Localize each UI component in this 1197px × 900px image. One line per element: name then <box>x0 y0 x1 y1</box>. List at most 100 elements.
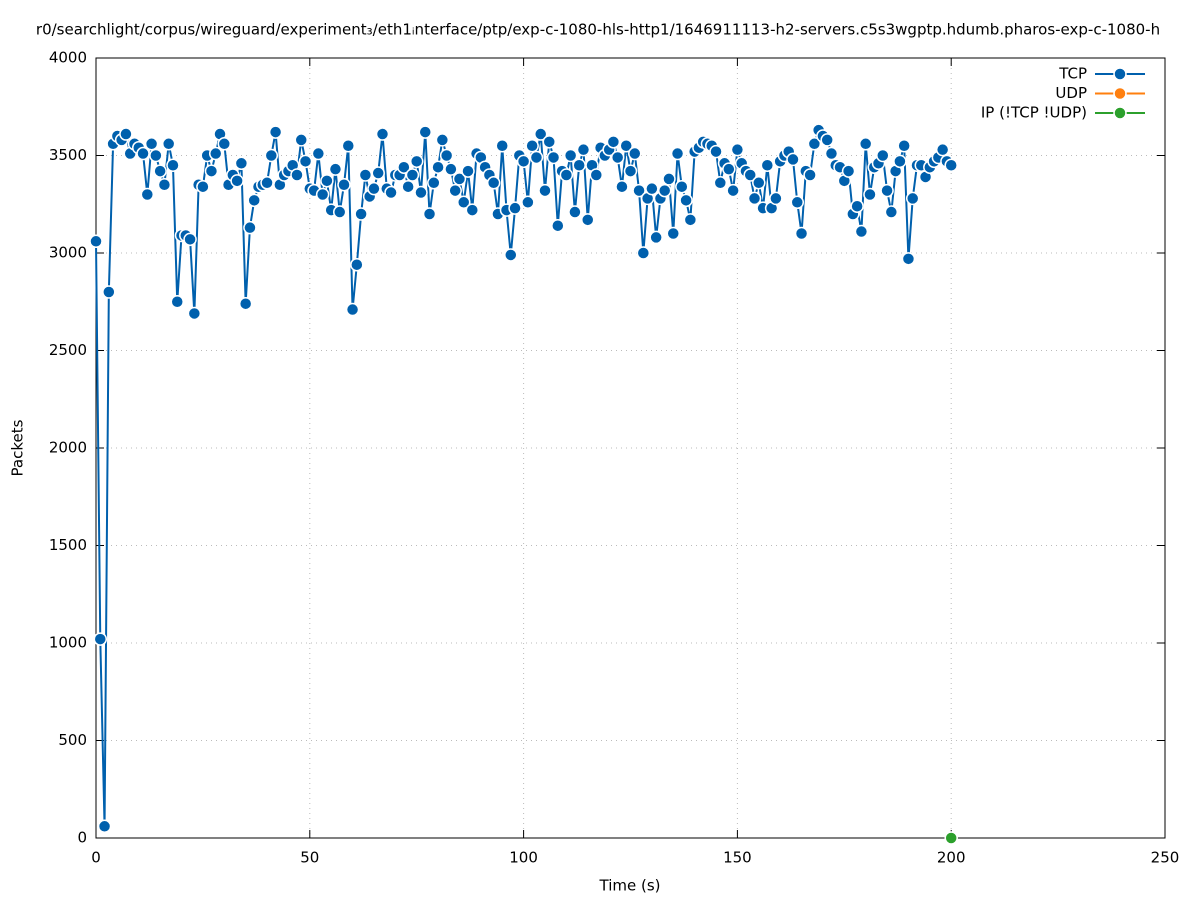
data-point <box>713 176 728 190</box>
data-point <box>418 125 433 139</box>
data-point <box>375 127 390 141</box>
data-point <box>606 135 621 149</box>
data-point <box>935 142 950 157</box>
data-point <box>332 205 347 219</box>
data-point <box>752 176 766 190</box>
data-point <box>183 232 197 247</box>
data-point <box>328 162 343 176</box>
data-point <box>897 139 911 153</box>
data-point <box>820 133 834 147</box>
data-point <box>854 224 869 239</box>
data-point <box>884 205 899 219</box>
x-tick-label: 250 <box>1151 849 1180 867</box>
data-point <box>298 154 313 169</box>
y-tick-label: 1000 <box>49 634 87 652</box>
data-point <box>234 156 249 171</box>
data-point <box>414 185 428 200</box>
data-point <box>743 168 757 182</box>
data-point <box>311 146 326 161</box>
y-tick-label: 0 <box>77 829 87 847</box>
data-point <box>341 139 356 153</box>
data-point <box>893 154 907 169</box>
data-point <box>170 295 184 309</box>
data-point <box>208 146 223 161</box>
data-point <box>260 176 274 190</box>
data-point <box>824 146 839 161</box>
data-point <box>153 164 167 178</box>
data-point <box>863 187 877 202</box>
data-point <box>238 296 253 311</box>
data-point <box>243 220 257 235</box>
data-point <box>320 174 334 188</box>
data-point <box>217 137 232 151</box>
data-point <box>858 137 873 151</box>
data-point <box>461 164 475 178</box>
data-point <box>315 187 330 202</box>
legend-label: UDP <box>1055 84 1087 102</box>
data-point <box>944 158 958 172</box>
legend-marker <box>1113 67 1127 81</box>
data-point <box>294 133 308 147</box>
data-point <box>944 831 958 845</box>
data-point <box>435 133 450 147</box>
y-tick-label: 500 <box>58 731 87 749</box>
data-point <box>427 176 441 190</box>
data-point <box>486 176 501 190</box>
data-point <box>268 125 283 139</box>
data-point <box>747 191 762 206</box>
data-point <box>337 178 351 192</box>
data-point <box>401 179 415 194</box>
y-axis-label: Packets <box>9 419 27 476</box>
data-point <box>580 213 595 227</box>
data-point <box>439 148 454 163</box>
data-point <box>405 168 420 182</box>
data-point <box>576 142 591 157</box>
data-point <box>196 179 210 194</box>
data-point <box>521 195 535 210</box>
data-point <box>623 164 638 178</box>
data-point <box>136 146 150 161</box>
data-point <box>264 148 279 163</box>
data-point <box>850 199 864 213</box>
data-point <box>102 285 116 299</box>
data-point <box>589 168 604 182</box>
legend-marker <box>1113 86 1127 101</box>
data-point <box>619 139 633 153</box>
plot-border <box>95 57 1166 839</box>
data-point <box>645 181 659 196</box>
data-point <box>367 181 381 196</box>
data-point <box>542 135 557 149</box>
data-point <box>670 146 685 161</box>
data-point <box>730 142 745 157</box>
data-point <box>149 148 163 163</box>
data-point <box>397 160 411 174</box>
data-point <box>93 632 108 646</box>
data-point <box>452 172 467 186</box>
data-point <box>504 248 518 262</box>
data-point <box>666 226 681 241</box>
data-point <box>230 174 244 188</box>
data-point <box>465 203 480 217</box>
data-point <box>495 139 509 153</box>
data-point <box>161 137 176 151</box>
data-point <box>456 195 471 210</box>
data-point <box>354 207 368 221</box>
data-point <box>119 127 133 141</box>
data-point <box>345 302 360 317</box>
data-point <box>649 230 663 245</box>
data-point <box>572 158 586 172</box>
data-point <box>516 154 531 169</box>
data-point <box>204 164 219 178</box>
data-point <box>628 146 642 161</box>
data-point <box>371 166 385 180</box>
data-point <box>422 207 437 221</box>
data-point <box>187 306 202 321</box>
data-point <box>448 183 462 198</box>
data-point <box>525 139 539 153</box>
data-point <box>444 162 458 176</box>
data-point <box>760 158 775 172</box>
data-point <box>803 168 817 182</box>
data-point <box>790 195 805 210</box>
